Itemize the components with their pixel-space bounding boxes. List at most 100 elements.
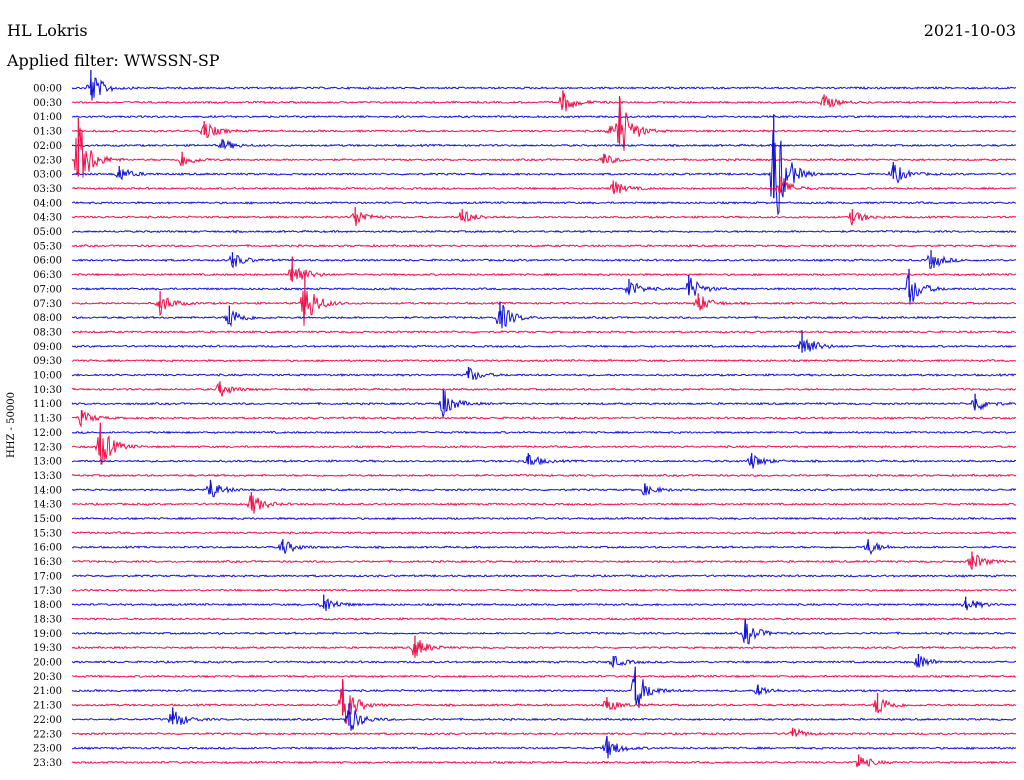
- time-tick-label: 08:30: [33, 327, 62, 338]
- time-tick-label: 03:00: [33, 170, 62, 181]
- trace-line: [72, 454, 1017, 469]
- trace-line: [71, 200, 1017, 205]
- trace-line: [71, 211, 1017, 227]
- time-tick-label: 14:00: [33, 485, 62, 496]
- station-title: HL Lokris: [7, 21, 88, 40]
- trace-line: [71, 274, 1017, 305]
- time-tick-label: 09:30: [33, 356, 62, 367]
- trace-line: [72, 573, 1017, 578]
- time-tick-label: 15:00: [33, 514, 62, 525]
- trace-line: [71, 265, 1017, 281]
- time-tick-label: 11:30: [33, 414, 62, 425]
- time-tick-label: 20:00: [33, 658, 62, 669]
- time-tick-label: 18:00: [33, 600, 62, 611]
- time-tick-label: 19:30: [33, 643, 62, 654]
- time-tick-label: 04:00: [33, 198, 62, 209]
- trace-line: [71, 367, 1017, 381]
- time-tick-label: 13:30: [33, 471, 62, 482]
- time-tick-label: 12:00: [33, 428, 62, 439]
- trace-line: [71, 179, 1017, 195]
- time-tick-label: 20:30: [33, 672, 62, 683]
- time-tick-label: 07:00: [33, 284, 62, 295]
- trace-line: [71, 481, 1017, 498]
- time-tick-label: 01:30: [33, 127, 62, 138]
- time-tick-label: 17:00: [33, 571, 62, 582]
- time-tick-label: 00:30: [33, 98, 62, 109]
- trace-line: [71, 674, 1017, 679]
- trace-line: [71, 473, 1017, 478]
- trace-line: [71, 655, 1017, 669]
- time-tick-label: 08:00: [33, 313, 62, 324]
- trace-line: [71, 382, 1017, 397]
- time-tick-label: 13:00: [33, 457, 62, 468]
- trace-line: [71, 114, 1017, 119]
- time-tick-label: 23:00: [33, 744, 62, 755]
- time-tick-label: 03:30: [33, 184, 62, 195]
- filter-label: Applied filter: WWSSN-SP: [7, 51, 220, 70]
- trace-line: [71, 329, 1017, 334]
- time-tick-label: 18:30: [33, 614, 62, 625]
- trace-line: [71, 530, 1017, 535]
- trace-line: [71, 680, 1017, 724]
- time-tick-label: 05:30: [33, 241, 62, 252]
- time-tick-label: 09:00: [33, 342, 62, 353]
- time-tick-label: 16:30: [33, 557, 62, 568]
- trace-line: [71, 640, 1017, 658]
- trace-line: [71, 429, 1017, 465]
- time-tick-label: 15:30: [33, 528, 62, 539]
- time-tick-label: 06:00: [33, 256, 62, 267]
- time-tick-label: 21:00: [33, 686, 62, 697]
- trace-line: [71, 93, 1017, 112]
- time-tick-label: 05:00: [33, 227, 62, 238]
- trace-line: [71, 77, 1017, 101]
- trace-line: [71, 254, 1017, 269]
- trace-line: [72, 736, 1017, 759]
- trace-line: [71, 304, 1017, 329]
- time-tick-label: 19:00: [33, 629, 62, 640]
- trace-line: [71, 554, 1017, 571]
- time-tick-label: 04:30: [33, 213, 62, 224]
- time-tick-label: 17:30: [33, 586, 62, 597]
- y-axis-label: HHZ - 50000: [6, 392, 17, 458]
- trace-line: [71, 430, 1017, 435]
- trace-line: [71, 669, 1017, 708]
- time-tick-label: 10:30: [33, 385, 62, 396]
- trace-line: [71, 495, 1017, 514]
- time-tick-label: 22:30: [33, 729, 62, 740]
- time-tick-label: 02:00: [33, 141, 62, 152]
- date-label: 2021-10-03: [923, 21, 1016, 40]
- time-tick-label: 07:30: [33, 299, 62, 310]
- time-tick-label: 22:00: [33, 715, 62, 726]
- trace-line: [71, 516, 1017, 521]
- trace-line: [71, 728, 1017, 738]
- trace-line: [71, 130, 1017, 216]
- trace-line: [71, 243, 1017, 248]
- time-tick-label: 16:00: [33, 543, 62, 554]
- trace-line: [71, 338, 1017, 352]
- trace-line: [71, 98, 1017, 151]
- trace-line: [71, 390, 1017, 419]
- trace-line: [71, 127, 1017, 178]
- time-tick-label: 11:00: [33, 399, 62, 410]
- time-tick-label: 14:30: [33, 500, 62, 511]
- time-tick-label: 10:00: [33, 371, 62, 382]
- trace-line: [71, 757, 1016, 768]
- trace-line: [71, 588, 1017, 593]
- trace-line: [71, 410, 1017, 428]
- time-tick-label: 01:00: [33, 112, 62, 123]
- time-tick-label: 12:30: [33, 442, 62, 453]
- trace-line: [71, 138, 1017, 150]
- trace-line: [71, 358, 1017, 363]
- time-tick-label: 02:30: [33, 155, 62, 166]
- time-tick-label: 00:00: [33, 84, 62, 95]
- trace-line: [71, 598, 1017, 612]
- time-tick-label: 06:30: [33, 270, 62, 281]
- trace-line: [71, 619, 1017, 645]
- trace-line: [72, 617, 1017, 621]
- time-tick-label: 21:30: [33, 701, 62, 712]
- trace-line: [71, 540, 1017, 556]
- trace-line: [71, 710, 1017, 731]
- trace-line: [71, 290, 1017, 326]
- time-tick-label: 23:30: [33, 758, 62, 769]
